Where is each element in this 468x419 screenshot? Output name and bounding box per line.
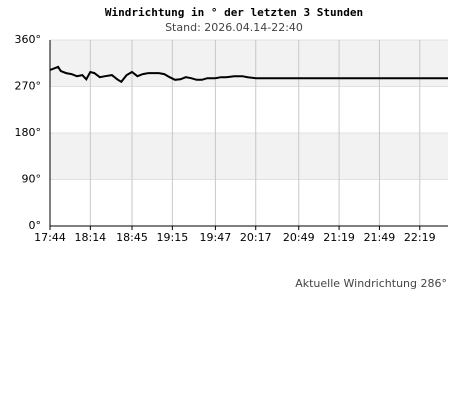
x-tick-label: 21:49 xyxy=(364,231,396,244)
y-tick-label: 0° xyxy=(29,219,42,232)
y-tick-label: 90° xyxy=(22,173,42,186)
shaded-band xyxy=(50,133,448,180)
y-tick-label: 180° xyxy=(15,126,42,139)
y-tick-label: 270° xyxy=(15,80,42,93)
x-tick-label: 20:17 xyxy=(240,231,272,244)
chart-subtitle: Stand: 2026.04.14-22:40 xyxy=(165,21,303,34)
shaded-band xyxy=(50,40,448,87)
x-tick-label: 18:45 xyxy=(116,231,148,244)
x-tick-label: 21:19 xyxy=(323,231,355,244)
annotation: Aktuelle Windrichtung 286° xyxy=(295,277,447,290)
x-tick-label: 20:49 xyxy=(283,231,315,244)
x-tick-label: 18:14 xyxy=(74,231,106,244)
x-tick-label: 22:19 xyxy=(404,231,436,244)
x-tick-label: 19:47 xyxy=(200,231,232,244)
x-tick-label: 17:44 xyxy=(34,231,66,244)
data-line xyxy=(49,65,448,84)
y-tick-label: 360° xyxy=(15,33,42,46)
chart-title: Windrichtung in ° der letzten 3 Stunden xyxy=(105,6,363,19)
x-tick-label: 19:15 xyxy=(157,231,189,244)
